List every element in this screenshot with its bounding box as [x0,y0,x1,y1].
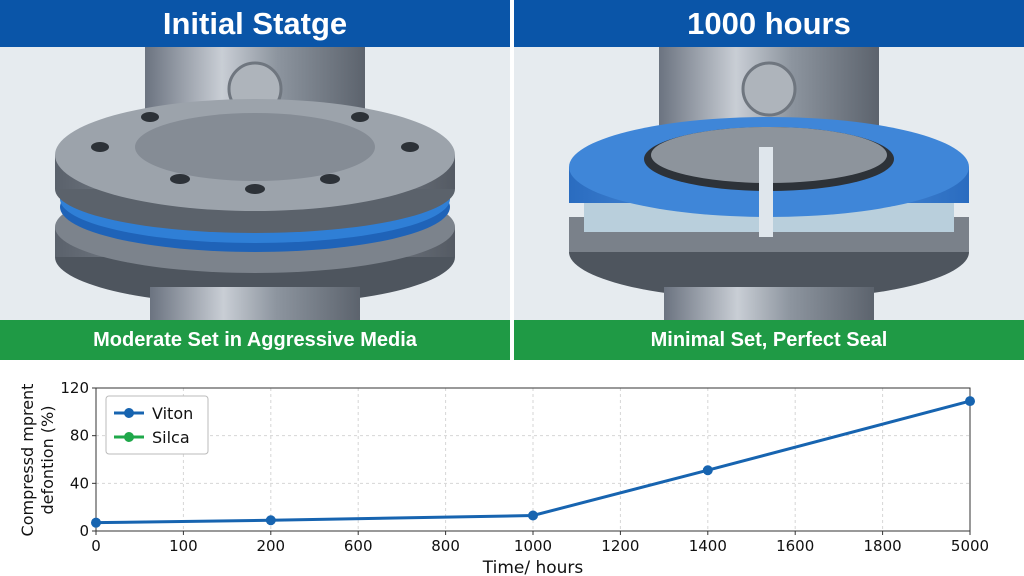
compression-set-chart: 0 100 200 600 800 1000 1200 1400 1600 1800 5000 0 40… [0,360,1024,576]
data-point-viton [965,396,975,407]
series [91,396,975,528]
y-tick-label: 0 [79,522,89,540]
data-point-viton [528,510,538,521]
x-tick-label: 800 [431,537,460,555]
x-tick-label: 1800 [864,537,902,555]
x-tick-label: 100 [169,537,198,555]
thousand-hours-title: 1000 hours [514,0,1024,47]
line-chart: 0 100 200 600 800 1000 1200 1400 1600 1800 5000 0 40… [18,379,989,576]
x-tick-label: 600 [344,537,373,555]
thousand-hours-caption: Minimal Set, Perfect Seal [514,320,1024,360]
y-tick-label: 80 [70,427,89,445]
y-tick-label: 120 [60,379,89,397]
thousand-hours-panel: 1000 hours Minimal Set, Perfect Seal [514,0,1024,360]
legend-swatch-marker [124,408,134,418]
legend-label: Viton [152,404,193,423]
initial-stage-panel: Initial Statge [0,0,510,360]
flange-initial-illustration [0,47,510,320]
legend-swatch-marker [124,432,134,442]
x-tick-label: 200 [256,537,285,555]
x-tick-label: 1600 [776,537,814,555]
flange-1000h-illustration [514,47,1024,320]
panel-divider [510,0,514,360]
legend: Viton Silca [105,395,209,455]
legend-label: Silca [152,428,190,447]
initial-stage-title: Initial Statge [0,0,510,47]
grid [95,387,971,532]
x-tick-label: 0 [91,537,101,555]
x-tick-label: 5000 [951,537,989,555]
x-axis-label: Time/ hours [482,558,584,576]
initial-stage-caption: Moderate Set in Aggressive Media [0,320,510,360]
y-tick-label: 40 [70,474,89,492]
data-point-viton [91,517,101,528]
data-point-viton [265,515,276,526]
axis-ticks: 0 100 200 600 800 1000 1200 1400 1600 1800 5000 0 40… [60,379,989,555]
data-point-viton [702,465,713,476]
y-axis-label-line-2: defontion (%) [38,406,57,515]
x-tick-label: 1400 [689,537,727,555]
x-tick-label: 1200 [601,537,639,555]
x-tick-label: 1000 [514,537,552,555]
y-axis-label-line-1: Compressd mprent [18,384,37,537]
